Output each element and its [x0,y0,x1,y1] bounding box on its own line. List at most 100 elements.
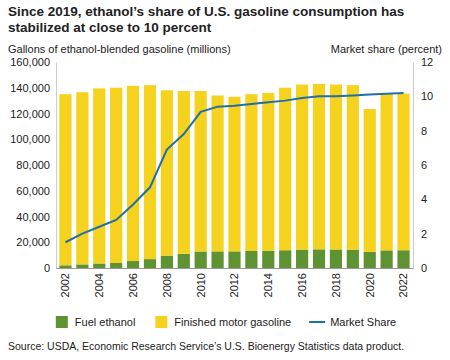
title-line: stabilized at close to 10 percent [8,20,212,35]
x-tick: 2020 [364,268,376,297]
bar [279,250,291,268]
x-tick: 2018 [330,268,342,297]
y-tick-label: 160,000 [10,56,50,68]
source: Source: USDA, Economic Research Service’… [8,340,404,352]
bar [397,250,409,268]
y2-tick: 12 [413,56,433,68]
bar [93,88,105,263]
bar [381,94,393,250]
y-tick: 20,000 [16,236,56,248]
bar [364,252,376,268]
bar-series [59,84,409,265]
y2-tick: 4 [413,193,427,205]
x-axis: 2002 2004 2006 2008 2010 2012 2014 2016 2018 2020… [57,268,414,297]
y2-tick: 6 [413,159,427,171]
y2-tick-label: 8 [421,125,427,137]
bar [245,94,257,251]
legend-item: Market Share [309,316,396,328]
bar [144,85,156,259]
y2-axis: 0 2 4 6 8 10 12 [413,56,433,274]
bar [397,94,409,251]
y-tick-label: 80,000 [16,159,50,171]
bar [212,95,224,251]
y-tick-label: 0 [44,262,50,274]
x-tick: 2002 [59,268,71,297]
title-line: Since 2019, ethanol’s share of U.S. gaso… [8,4,404,19]
x-tick-label: 2020 [364,273,376,297]
y-tick-label: 20,000 [16,236,50,248]
bar [76,264,88,268]
bar [313,249,325,268]
line [65,93,403,242]
x-tick-label: 2022 [397,273,409,297]
bar [195,252,207,268]
bar [279,88,291,250]
y-tick-label: 140,000 [10,82,50,94]
legend-swatch [309,321,325,323]
legend: Fuel ethanolFinished motor gasolineMarke… [56,316,396,328]
x-tick-label: 2012 [228,273,240,297]
y-tick-label: 40,000 [16,211,50,223]
y-axis-line [56,63,57,269]
chart: Since 2019, ethanol’s share of U.S. gaso… [0,0,450,360]
x-tick-label: 2010 [195,273,207,297]
bar [262,93,274,251]
bar [110,263,122,268]
y2-tick-label: 10 [421,90,433,102]
x-tick-label: 2008 [161,273,173,297]
y-tick-label: 60,000 [16,185,50,197]
bar [296,250,308,268]
legend-swatch [155,316,167,328]
bar [93,263,105,268]
bar [228,251,240,268]
bar [59,265,71,268]
x-tick-label: 2016 [296,273,308,297]
y2-tick: 10 [413,90,433,102]
y-axis: 0 20,000 40,000 60,000 80,000 100,000 120,000 1… [10,56,56,274]
bar [110,88,122,263]
bar [212,251,224,268]
legend-swatch [56,316,68,328]
bar [76,92,88,264]
title: Since 2019, ethanol’s share of U.S. gaso… [8,4,404,35]
x-tick-label: 2004 [93,273,105,297]
y-tick: 120,000 [10,108,56,120]
y-tick: 60,000 [16,185,56,197]
x-tick: 2014 [262,268,274,297]
y-tick-label: 100,000 [10,133,50,145]
bar [228,97,240,252]
bar [178,254,190,268]
x-tick-label: 2018 [330,273,342,297]
x-tick-label: 2002 [59,273,71,297]
bar [262,251,274,268]
y2-tick-label: 0 [421,262,427,274]
x-tick-label: 2014 [262,273,274,297]
x-tick: 2012 [228,268,240,297]
x-tick: 2016 [296,268,308,297]
bar [330,249,342,268]
y-tick: 0 [44,262,56,274]
bar [347,85,359,249]
y-tick: 100,000 [10,133,56,145]
legend-item: Finished motor gasoline [155,316,291,328]
bar [127,86,139,261]
bar [313,84,325,249]
x-tick: 2022 [397,268,409,297]
legend-label: Market Share [330,316,396,328]
y-tick: 80,000 [16,159,56,171]
y-tick: 140,000 [10,82,56,94]
bar [161,90,173,255]
bar [245,251,257,268]
bar [178,91,190,254]
x-tick-label: 2006 [127,273,139,297]
y2-tick-label: 2 [421,228,427,240]
y-tick: 40,000 [16,211,56,223]
legend-label: Finished motor gasoline [174,316,291,328]
bar [364,109,376,252]
y2-tick: 0 [413,262,427,274]
bar [161,256,173,268]
bar [347,250,359,268]
y-tick: 160,000 [10,56,56,68]
bar [381,250,393,268]
bar [144,259,156,268]
